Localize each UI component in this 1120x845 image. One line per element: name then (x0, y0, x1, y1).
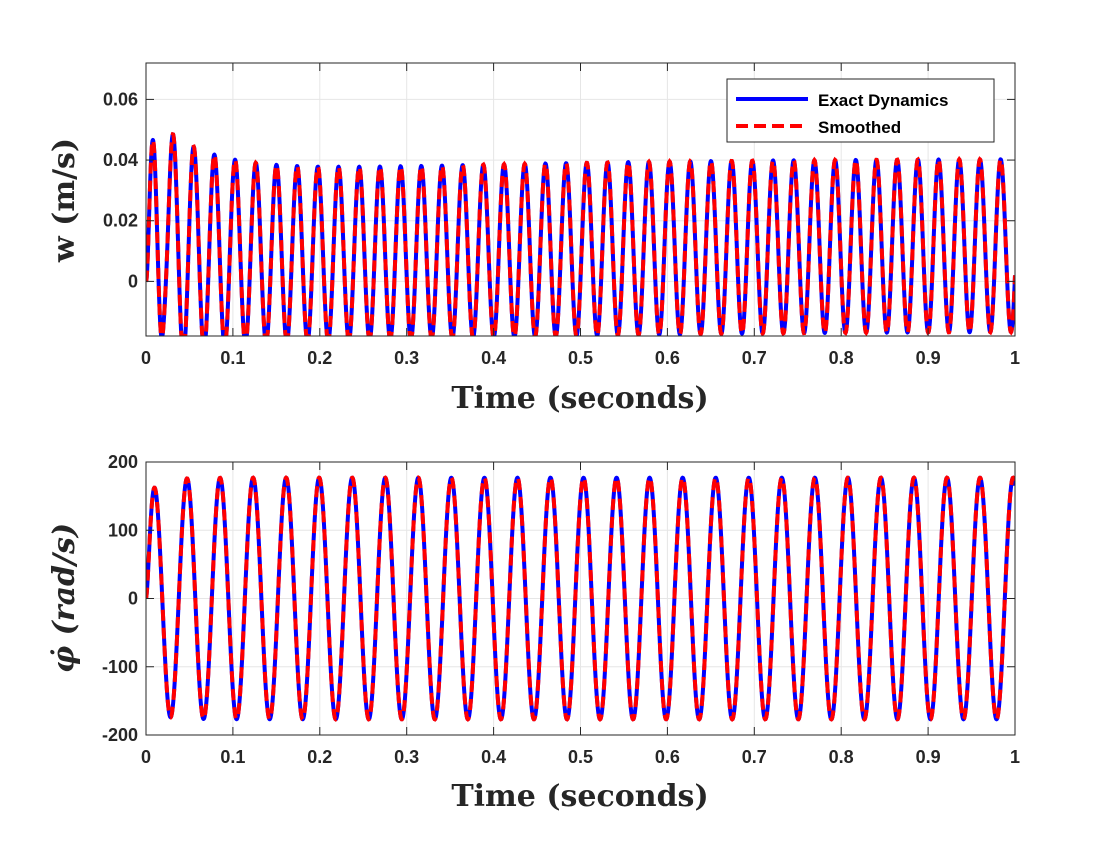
x-tick-label: 0.8 (829, 747, 854, 767)
y-tick-label: 0 (128, 589, 138, 609)
y-tick-label: 200 (108, 452, 138, 472)
x-tick-label: 0.6 (655, 747, 680, 767)
y-axis-title-w: w (m/s) (47, 138, 82, 263)
y-axis-title-phidot: φ̇ (rad/s) (47, 523, 82, 673)
x-tick-label: 0.4 (481, 348, 506, 368)
y-tick-label: 100 (108, 520, 138, 540)
x-tick-label: 0.1 (220, 348, 245, 368)
x-tick-label: 0.4 (481, 747, 506, 767)
x-tick-labels-phidot: 0 0.1 0.2 0.3 0.4 0.5 0.6 0.7 0.8 0.9 1 (141, 747, 1020, 767)
x-tick-label: 0.5 (568, 747, 593, 767)
y-tick-labels-phidot: -200 -100 0 100 200 (102, 452, 138, 745)
x-tick-label: 0.3 (394, 348, 419, 368)
legend-label-exact: Exact Dynamics (818, 91, 948, 110)
x-tick-label: 0.1 (220, 747, 245, 767)
x-tick-label: 0.7 (742, 747, 767, 767)
ticks-phidot (145, 461, 1016, 736)
curves-phidot (146, 475, 1015, 722)
x-tick-label: 0.3 (394, 747, 419, 767)
y-tick-label: 0.06 (103, 89, 138, 109)
y-tick-label: 0 (128, 271, 138, 291)
x-tick-label: 0.9 (916, 348, 941, 368)
x-tick-label: 0 (141, 747, 151, 767)
axes-phidot: 0 0.1 0.2 0.3 0.4 0.5 0.6 0.7 0.8 0.9 1 -200 -100 0 1… (47, 452, 1020, 814)
x-axis-title-phidot: Time (seconds) (451, 779, 708, 814)
x-tick-label: 1 (1010, 348, 1020, 368)
series-line-exact-dynamics (146, 475, 1015, 722)
x-tick-label: 0.5 (568, 348, 593, 368)
series-line-smoothed (146, 131, 1015, 336)
legend-label-smoothed: Smoothed (818, 118, 901, 137)
x-tick-label: 0.8 (829, 348, 854, 368)
x-tick-label: 0.6 (655, 348, 680, 368)
y-tick-labels-w: 0 0.02 0.04 0.06 (103, 89, 138, 291)
y-tick-label: 0.02 (103, 211, 138, 231)
legend: Exact Dynamics Smoothed (726, 78, 995, 143)
x-tick-label: 0.2 (307, 348, 332, 368)
y-tick-label: 0.04 (103, 150, 138, 170)
x-tick-label: 0.7 (742, 348, 767, 368)
curves-w (146, 131, 1015, 336)
x-tick-label: 1 (1010, 747, 1020, 767)
axes-w: 0 0.1 0.2 0.3 0.4 0.5 0.6 0.7 0.8 0.9 1 00.020.040… (47, 62, 1020, 416)
x-axis-title-w: Time (seconds) (451, 381, 708, 416)
legend-box (726, 78, 995, 143)
x-tick-label: 0.2 (307, 747, 332, 767)
y-axis-title-phidot-text: φ̇ (rad/s) (47, 523, 82, 673)
y-tick-label: -200 (102, 725, 138, 745)
y-tick-label: -100 (102, 657, 138, 677)
ticks-w (145, 63, 1016, 336)
x-tick-label: 0 (141, 348, 151, 368)
x-tick-label: 0.9 (916, 747, 941, 767)
x-tick-labels-w: 0 0.1 0.2 0.3 0.4 0.5 0.6 0.7 0.8 0.9 1 (141, 348, 1020, 368)
